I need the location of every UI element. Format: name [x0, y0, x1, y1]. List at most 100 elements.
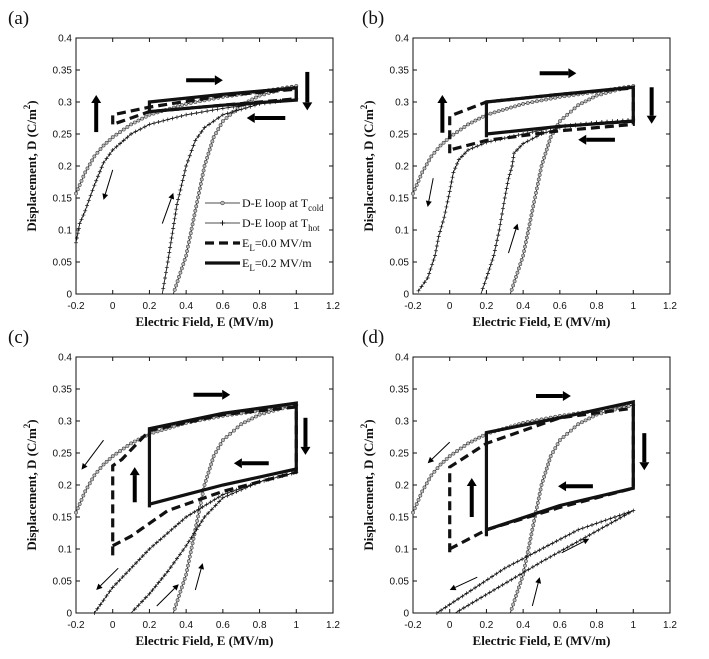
- x-tick-label: 1.2: [326, 301, 340, 312]
- data-point: [528, 552, 533, 557]
- data-point: [205, 474, 210, 479]
- data-point: [216, 116, 221, 120]
- data-point: [571, 530, 576, 535]
- data-point: [85, 485, 90, 490]
- y-tick-label: 0.4: [395, 353, 409, 364]
- series-line: [484, 399, 635, 537]
- data-point: [120, 574, 125, 579]
- data-point: [530, 527, 535, 532]
- y-tick-label: 0.3: [395, 417, 409, 428]
- data-point: [504, 580, 509, 585]
- data-point: [512, 279, 517, 284]
- series-line: [147, 86, 298, 114]
- data-point: [97, 169, 102, 174]
- arrow-head: [91, 94, 102, 103]
- data-point: [481, 580, 486, 585]
- data-point: [515, 270, 520, 275]
- data-point: [199, 177, 204, 182]
- data-point: [173, 212, 178, 216]
- data-point: [429, 154, 434, 159]
- data-point: [220, 112, 225, 117]
- arrow-head: [300, 446, 311, 455]
- data-point: [461, 605, 466, 610]
- data-point: [176, 197, 181, 202]
- data-point: [210, 108, 215, 113]
- y-tick-label: 0.4: [58, 34, 72, 45]
- data-point: [475, 144, 480, 149]
- data-point: [548, 554, 553, 559]
- arrow-head: [639, 462, 650, 471]
- data-point: [185, 249, 189, 254]
- data-point: [107, 138, 112, 142]
- data-point: [565, 545, 570, 550]
- y-axis-label: Displacement, D (C/m2): [22, 100, 39, 231]
- data-point: [250, 97, 255, 102]
- data-point: [428, 267, 433, 272]
- data-point: [257, 93, 262, 98]
- x-tick-label: 0.6: [553, 301, 567, 312]
- data-point: [124, 571, 129, 576]
- data-point: [535, 562, 540, 567]
- data-point: [468, 588, 473, 593]
- data-point: [438, 143, 443, 148]
- data-point: [523, 240, 528, 245]
- data-point: [525, 550, 530, 555]
- data-point: [531, 204, 536, 209]
- data-point: [411, 191, 415, 196]
- data-point: [503, 191, 508, 196]
- data-point: [79, 217, 84, 222]
- data-point: [542, 155, 547, 160]
- direction-arrow: [156, 588, 175, 607]
- data-point: [502, 136, 507, 141]
- data-point: [489, 139, 494, 144]
- data-point: [556, 550, 561, 555]
- data-point: [605, 523, 610, 528]
- data-point: [511, 602, 516, 607]
- data-point: [197, 190, 201, 195]
- data-point: [174, 283, 179, 288]
- series-circle: [411, 84, 636, 295]
- series-solid: [484, 85, 635, 138]
- x-tick-label: 0.2: [479, 301, 493, 312]
- data-point: [504, 106, 509, 111]
- data-point: [529, 532, 534, 537]
- data-point: [83, 489, 88, 494]
- data-point: [253, 414, 258, 419]
- arrow-head: [233, 458, 242, 469]
- data-point: [594, 93, 599, 98]
- data-point: [583, 535, 588, 540]
- data-point: [482, 281, 487, 286]
- data-point: [412, 506, 417, 511]
- data-point: [169, 236, 174, 240]
- data-point: [191, 536, 196, 541]
- y-tick-label: 0.1: [395, 545, 409, 556]
- data-point: [92, 611, 97, 615]
- data-point: [528, 217, 533, 222]
- data-point: [129, 441, 133, 446]
- data-point: [184, 543, 189, 548]
- data-point: [631, 508, 636, 513]
- legend-after: =0.2 MV/m: [255, 256, 312, 270]
- data-point: [487, 590, 492, 595]
- data-point: [178, 589, 183, 594]
- arrow-head: [449, 584, 457, 591]
- arrow-head: [198, 563, 204, 570]
- data-point: [165, 260, 170, 264]
- data-point: [185, 158, 190, 163]
- data-point: [466, 148, 471, 152]
- legend-label: EL=0.0 MV/m: [242, 236, 312, 253]
- series-solid: [147, 401, 298, 508]
- data-point: [485, 577, 490, 582]
- y-axis-label: Displacement, D (C/m2): [359, 419, 376, 550]
- data-point: [537, 492, 542, 496]
- data-point: [206, 470, 211, 475]
- data-point: [540, 159, 545, 164]
- data-point: [169, 527, 174, 532]
- data-point: [470, 146, 475, 151]
- data-point: [136, 603, 141, 608]
- x-tick-label: -0.2: [67, 301, 85, 312]
- data-point: [125, 125, 130, 129]
- data-point: [550, 541, 555, 546]
- data-point: [438, 229, 443, 234]
- x-tick-label: 0.4: [516, 620, 530, 631]
